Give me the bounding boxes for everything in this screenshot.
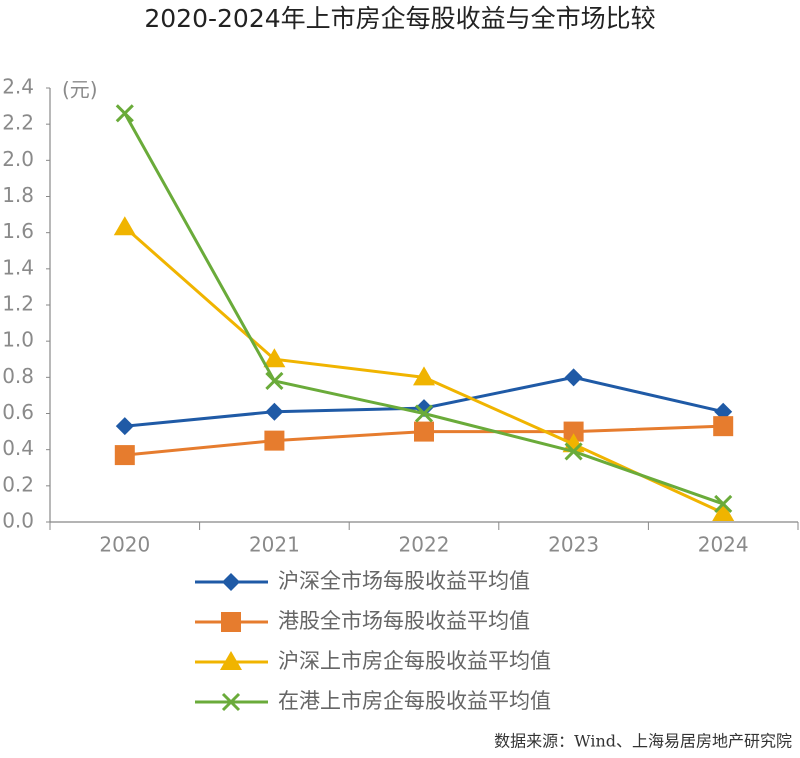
y-tick-label: 0.6 <box>2 400 34 424</box>
x-tick-label: 2024 <box>698 533 749 557</box>
y-tick-label: 0.8 <box>2 364 34 388</box>
y-tick-label: 2.2 <box>2 111 34 135</box>
data-point <box>265 402 284 421</box>
legend-label: 港股全市场每股收益平均值 <box>278 609 530 633</box>
y-unit: (元) <box>62 78 98 102</box>
chart-title: 2020-2024年上市房企每股收益与全市场比较 <box>144 4 655 33</box>
data-point <box>564 368 583 387</box>
y-tick-label: 1.6 <box>2 219 34 243</box>
y-tick-label: 1.0 <box>2 328 34 352</box>
data-point <box>713 416 734 437</box>
data-point <box>264 430 285 451</box>
legend-marker <box>222 573 240 591</box>
y-tick-label: 2.4 <box>2 75 34 99</box>
data-point <box>115 417 134 436</box>
data-point <box>414 404 434 423</box>
data-point <box>115 104 134 123</box>
y-tick-label: 0.0 <box>2 509 34 533</box>
data-point <box>413 366 435 386</box>
y-tick-label: 1.4 <box>2 255 34 279</box>
legend-label: 沪深上市房企每股收益平均值 <box>278 649 551 673</box>
data-point <box>712 501 735 521</box>
y-tick-label: 1.8 <box>2 183 34 207</box>
data-point <box>563 421 584 442</box>
data-point <box>414 421 434 442</box>
data-point <box>113 216 136 236</box>
source: 数据来源：Wind、上海易居房地产研究院 <box>494 732 792 751</box>
legend-marker <box>221 692 241 712</box>
y-tick-label: 0.4 <box>2 436 34 460</box>
legend-label: 沪深全市场每股收益平均值 <box>278 569 530 593</box>
legend-marker <box>221 612 241 632</box>
legend-marker <box>220 651 242 670</box>
data-point <box>114 445 135 466</box>
data-point <box>265 371 284 391</box>
y-tick-label: 2.0 <box>2 147 34 171</box>
y-tick-label: 1.2 <box>2 292 34 316</box>
x-tick-label: 2020 <box>99 533 150 557</box>
legend-label: 在港上市房企每股收益平均值 <box>278 689 551 713</box>
data-point <box>263 348 286 368</box>
x-tick-label: 2022 <box>399 533 450 557</box>
y-tick-label: 0.2 <box>2 472 34 496</box>
x-tick-label: 2021 <box>249 533 300 557</box>
data-point <box>714 494 733 513</box>
x-tick-label: 2023 <box>548 533 599 557</box>
data-point <box>564 442 583 461</box>
